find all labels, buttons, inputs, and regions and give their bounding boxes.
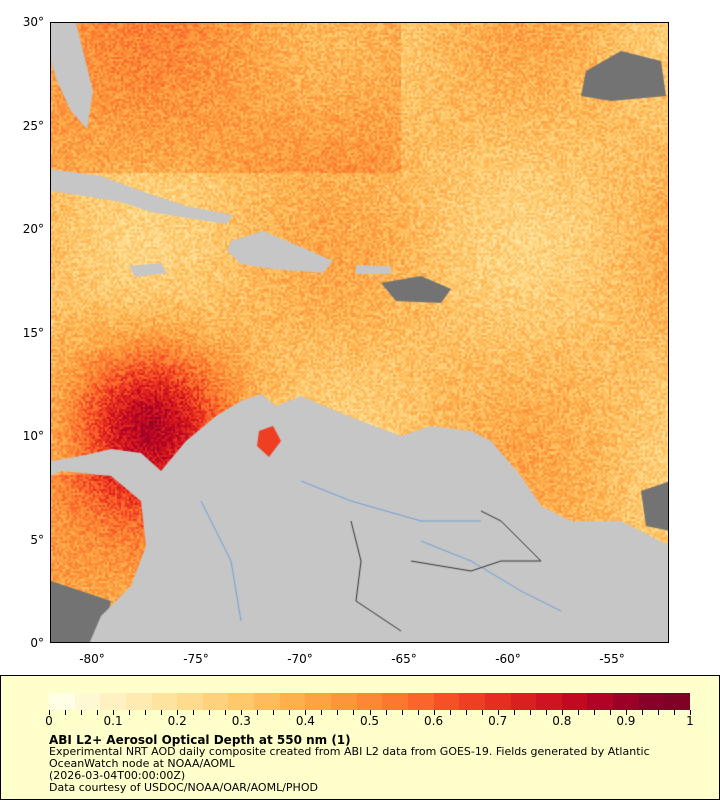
colorbar-minor-tick bbox=[193, 710, 195, 715]
colorbar-swatch bbox=[151, 693, 178, 710]
colorbar-minor-tick bbox=[481, 710, 483, 715]
colorbar-swatch bbox=[613, 693, 639, 710]
colorbar-minor-tick bbox=[129, 710, 131, 715]
legend-description: Experimental NRT AOD daily composite cre… bbox=[49, 745, 650, 770]
lat-tick: 15° bbox=[22, 326, 44, 340]
colorbar-swatch bbox=[664, 693, 691, 710]
colorbar-swatch bbox=[459, 693, 485, 710]
colorbar-minor-tick bbox=[49, 710, 50, 715]
lat-tick: 20° bbox=[22, 222, 44, 236]
colorbar-swatch bbox=[510, 693, 537, 710]
colorbar-swatch bbox=[433, 693, 460, 710]
aod-raster bbox=[51, 23, 668, 642]
colorbar-minor-tick bbox=[321, 710, 323, 715]
legend-panel: 0 0.1 0.2 0.3 0.4 0.5 0.6 0.7 0.8 0.9 1 ABI L2+ Ae… bbox=[0, 675, 720, 800]
colorbar-swatch bbox=[638, 693, 665, 710]
legend-title: ABI L2+ Aerosol Optical Depth at 550 nm … bbox=[49, 733, 351, 747]
colorbar-minor-tick bbox=[577, 710, 579, 715]
colorbar-swatch bbox=[305, 693, 332, 710]
lat-tick: 10° bbox=[22, 429, 44, 443]
colorbar-minor-tick bbox=[657, 710, 659, 715]
colorbar-minor-tick bbox=[113, 710, 115, 715]
colorbar-minor-tick bbox=[305, 710, 307, 715]
colorbar-tick-label: 0.7 bbox=[488, 714, 508, 728]
colorbar-minor-tick bbox=[65, 710, 67, 715]
colorbar-tick-label: 0.8 bbox=[552, 714, 572, 728]
colorbar-minor-tick bbox=[81, 710, 83, 715]
lat-tick: 30° bbox=[22, 15, 44, 29]
lon-tick: -70° bbox=[287, 652, 313, 666]
colorbar-tick-label: 0.6 bbox=[424, 714, 444, 728]
colorbar-minor-tick bbox=[385, 710, 387, 715]
colorbar-tick-label: 0.5 bbox=[359, 714, 380, 728]
colorbar-swatch bbox=[587, 693, 614, 710]
colorbar-minor-tick bbox=[625, 710, 627, 715]
colorbar-tick-label: 1 bbox=[686, 714, 694, 728]
colorbar-swatch bbox=[49, 693, 75, 710]
colorbar-swatch bbox=[484, 693, 511, 710]
colorbar-swatch bbox=[202, 693, 229, 710]
lon-tick: -60° bbox=[495, 652, 521, 666]
colorbar-swatch bbox=[382, 693, 408, 710]
legend-timestamp: (2026-03-04T00:00:00Z) bbox=[49, 769, 186, 782]
colorbar-minor-tick bbox=[465, 710, 467, 715]
colorbar-swatch bbox=[561, 693, 588, 710]
colorbar-swatch bbox=[125, 693, 152, 710]
colorbar-swatch bbox=[279, 693, 306, 710]
colorbar-tick-label: 0 bbox=[45, 714, 53, 728]
colorbar-minor-tick bbox=[353, 710, 355, 715]
colorbar-minor-tick bbox=[561, 710, 563, 715]
colorbar-minor-tick bbox=[673, 710, 675, 715]
colorbar-minor-tick bbox=[177, 710, 179, 715]
colorbar-swatch bbox=[536, 693, 562, 710]
colorbar-minor-tick bbox=[609, 710, 611, 715]
colorbar-minor-tick bbox=[257, 710, 259, 715]
colorbar-minor-tick bbox=[337, 710, 339, 715]
lon-tick: -80° bbox=[79, 652, 105, 666]
colorbar-swatch bbox=[254, 693, 280, 710]
lat-tick: 0° bbox=[30, 636, 44, 650]
colorbar-minor-tick bbox=[97, 710, 99, 715]
colorbar-tick-label: 0.4 bbox=[295, 714, 315, 728]
colorbar-minor-tick bbox=[593, 710, 595, 715]
colorbar-tick-label: 0.3 bbox=[231, 714, 251, 728]
colorbar-swatch bbox=[356, 693, 383, 710]
colorbar-minor-tick bbox=[225, 710, 227, 715]
colorbar-minor-tick bbox=[529, 710, 531, 715]
colorbar-minor-tick bbox=[690, 710, 691, 715]
colorbar-swatch bbox=[177, 693, 203, 710]
legend-credit: Data courtesy of USDOC/NOAA/OAR/AOML/PHO… bbox=[49, 781, 318, 794]
colorbar-minor-tick bbox=[273, 710, 275, 715]
colorbar-minor-tick bbox=[545, 710, 547, 715]
colorbar-minor-tick bbox=[369, 710, 371, 715]
aod-map bbox=[50, 22, 669, 643]
colorbar-minor-tick bbox=[449, 710, 451, 715]
colorbar-swatch bbox=[228, 693, 255, 710]
colorbar-swatch bbox=[100, 693, 126, 710]
colorbar-tick-label: 0.1 bbox=[103, 714, 123, 728]
lon-tick: -75° bbox=[183, 652, 209, 666]
lon-tick: -55° bbox=[599, 652, 625, 666]
colorbar-swatch bbox=[407, 693, 434, 710]
colorbar-minor-tick bbox=[145, 710, 147, 715]
colorbar-minor-tick bbox=[241, 710, 243, 715]
colorbar-minor-tick bbox=[513, 710, 515, 715]
lat-tick: 25° bbox=[22, 119, 44, 133]
colorbar bbox=[49, 693, 691, 710]
colorbar-minor-tick bbox=[497, 710, 499, 715]
lat-tick: 5° bbox=[30, 533, 44, 547]
colorbar-minor-tick bbox=[433, 710, 435, 715]
colorbar-minor-tick bbox=[641, 710, 643, 715]
colorbar-swatch bbox=[331, 693, 357, 710]
colorbar-swatch bbox=[74, 693, 101, 710]
colorbar-minor-tick bbox=[161, 710, 163, 715]
colorbar-minor-tick bbox=[209, 710, 211, 715]
colorbar-minor-tick bbox=[417, 710, 419, 715]
colorbar-tick-label: 0.9 bbox=[616, 714, 636, 728]
colorbar-tick-label: 0.2 bbox=[167, 714, 187, 728]
colorbar-minor-tick bbox=[401, 710, 403, 715]
colorbar-minor-tick bbox=[289, 710, 291, 715]
lon-tick: -65° bbox=[391, 652, 417, 666]
